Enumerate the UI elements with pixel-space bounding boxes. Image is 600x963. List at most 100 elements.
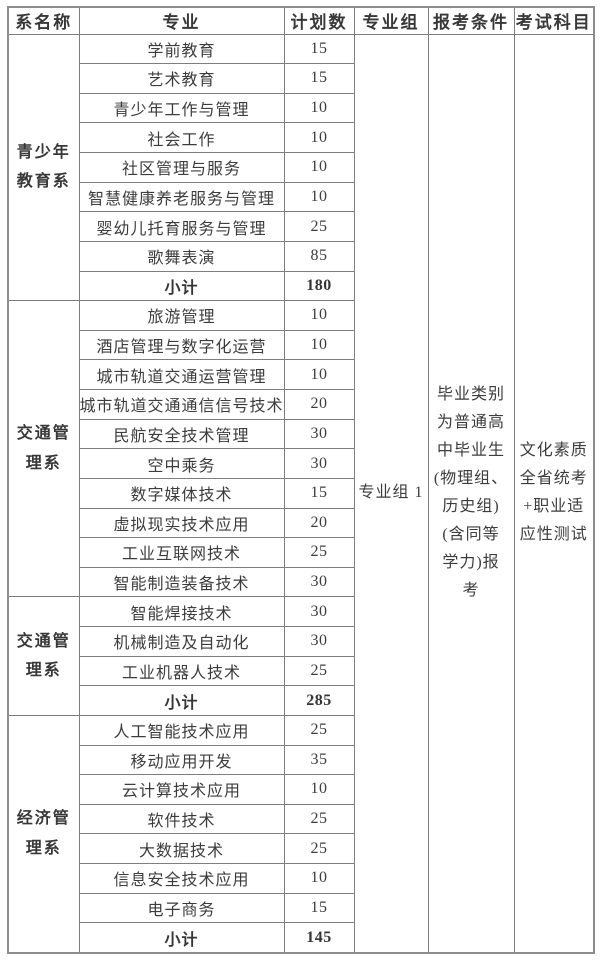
subtotal-row: 小计 180 — [8, 270, 594, 302]
plan-count-cell: 15 — [283, 477, 355, 509]
major-cell: 旅游管理 — [78, 300, 285, 331]
table-header-row: 系名称 专业 计划数 专业组 报考条件 考试科目 — [7, 6, 595, 35]
major-cell: 移动应用开发 — [78, 744, 285, 776]
admission-plan-table-container: 系名称 专业 计划数 专业组 报考条件 考试科目 青少年 教育系 学前教育 15 专业… — [7, 6, 595, 954]
major-group-cell: 专业组 1 — [353, 33, 429, 954]
exam-subjects-cell: 文化素质 全省统考 +职业适 应性测试 — [513, 33, 595, 954]
table-row: 交通管 理系 旅游管理 10 — [7, 300, 594, 598]
table-row: 酒店管理与数字化运营 10 — [8, 329, 594, 361]
application-condition-cell: 毕业类别 为普通高 中毕业生 (物理组、 历史组) (含同等 学力)报 考 — [427, 33, 515, 954]
subtotal-row: 小计 285 — [8, 685, 594, 716]
major-cell: 虚拟现实技术应用 — [78, 507, 285, 539]
plan-count-cell: 30 — [283, 418, 355, 450]
major-cell: 云计算技术应用 — [78, 774, 285, 805]
plan-count-cell: 25 — [283, 833, 355, 864]
table-row: 社区管理与服务 10 — [8, 152, 594, 183]
plan-count-cell: 10 — [283, 300, 355, 331]
major-cell: 社会工作 — [78, 122, 285, 153]
plan-count-cell: 20 — [283, 389, 355, 420]
table-row: 城市轨道交通运营管理 10 — [8, 359, 594, 390]
plan-count-cell: 10 — [283, 181, 355, 213]
major-cell: 酒店管理与数字化运营 — [78, 329, 285, 361]
table-row: 婴幼儿托育服务与管理 25 — [8, 211, 594, 242]
department-cell-3: 交通管 理系 — [7, 596, 80, 716]
plan-count-cell: 10 — [283, 122, 355, 153]
department-cell-1: 青少年 教育系 — [7, 33, 80, 302]
plan-count-cell: 15 — [283, 33, 355, 65]
major-cell: 软件技术 — [78, 803, 285, 835]
table-row: 虚拟现实技术应用 20 — [8, 507, 594, 539]
plan-count-cell: 15 — [283, 63, 355, 94]
plan-count-cell: 10 — [283, 774, 355, 805]
major-cell: 社区管理与服务 — [78, 152, 285, 183]
major-cell: 智慧健康养老服务与管理 — [78, 181, 285, 213]
plan-count-cell: 30 — [283, 566, 355, 598]
plan-count-cell: 30 — [283, 596, 355, 627]
admission-plan-table: 系名称 专业 计划数 专业组 报考条件 考试科目 青少年 教育系 学前教育 15 专业… — [7, 6, 595, 954]
major-cell: 学前教育 — [78, 33, 285, 65]
plan-count-cell: 10 — [283, 92, 355, 124]
header-major-group: 专业组 — [353, 6, 429, 35]
subtotal-row: 小计 145 — [8, 922, 594, 954]
table-row: 移动应用开发 35 — [8, 744, 594, 776]
header-application-condition: 报考条件 — [427, 6, 515, 35]
major-cell: 青少年工作与管理 — [78, 92, 285, 124]
department-cell-4: 经济管 理系 — [7, 714, 80, 954]
table-row: 信息安全技术应用 10 — [8, 863, 594, 894]
plan-count-cell: 10 — [283, 329, 355, 361]
plan-count-cell: 25 — [283, 655, 355, 687]
major-cell: 婴幼儿托育服务与管理 — [78, 211, 285, 242]
department-cell-2: 交通管 理系 — [7, 300, 80, 598]
plan-count-cell: 10 — [283, 863, 355, 894]
major-cell: 信息安全技术应用 — [78, 863, 285, 894]
major-cell: 工业机器人技术 — [78, 655, 285, 687]
table-row: 电子商务 15 — [8, 892, 594, 924]
header-department: 系名称 — [7, 6, 80, 35]
major-cell: 大数据技术 — [78, 833, 285, 864]
major-cell: 电子商务 — [78, 892, 285, 924]
major-cell: 艺术教育 — [78, 63, 285, 94]
major-cell: 机械制造及自动化 — [78, 626, 285, 657]
major-cell: 城市轨道交通运营管理 — [78, 359, 285, 390]
table-row: 艺术教育 15 — [8, 63, 594, 94]
header-exam-subjects: 考试科目 — [513, 6, 595, 35]
major-cell: 空中乘务 — [78, 448, 285, 479]
major-cell: 民航安全技术管理 — [78, 418, 285, 450]
header-plan-count: 计划数 — [283, 6, 355, 35]
subtotal-count-cell: 180 — [283, 270, 355, 302]
subtotal-count-cell: 145 — [283, 922, 355, 954]
subtotal-count-cell: 285 — [283, 685, 355, 716]
table-row: 工业互联网技术 25 — [8, 537, 594, 568]
plan-count-cell: 25 — [283, 803, 355, 835]
table-row: 大数据技术 25 — [8, 833, 594, 864]
subtotal-label-cell: 小计 — [78, 685, 285, 716]
plan-count-cell: 35 — [283, 744, 355, 776]
table-row: 软件技术 25 — [8, 803, 594, 835]
table-row: 云计算技术应用 10 — [8, 774, 594, 805]
plan-count-cell: 10 — [283, 152, 355, 183]
table-row: 智慧健康养老服务与管理 10 — [8, 181, 594, 213]
major-cell: 数字媒体技术 — [78, 477, 285, 509]
plan-count-cell: 85 — [283, 240, 355, 272]
table-body: 青少年 教育系 学前教育 15 专业组 1 毕业类别 为普通高 中毕业生 (物理组、 历… — [7, 33, 595, 954]
plan-count-cell: 30 — [283, 626, 355, 657]
plan-count-cell: 10 — [283, 359, 355, 390]
table-row: 智能制造装备技术 30 — [8, 566, 594, 598]
header-major: 专业 — [78, 6, 285, 35]
major-cell: 城市轨道交通通信信号技术 — [78, 389, 285, 420]
plan-count-cell: 25 — [283, 537, 355, 568]
plan-count-cell: 25 — [283, 211, 355, 242]
plan-count-cell: 30 — [283, 448, 355, 479]
table-row: 城市轨道交通通信信号技术 20 — [8, 389, 594, 420]
table-row: 数字媒体技术 15 — [8, 477, 594, 509]
subtotal-label-cell: 小计 — [78, 922, 285, 954]
subtotal-label-cell: 小计 — [78, 270, 285, 302]
table-row: 社会工作 10 — [8, 122, 594, 153]
table-row: 青少年 教育系 学前教育 15 专业组 1 毕业类别 为普通高 中毕业生 (物理组、 历… — [7, 33, 595, 954]
table-row: 歌舞表演 85 — [8, 240, 594, 272]
plan-count-cell: 15 — [283, 892, 355, 924]
major-cell: 人工智能技术应用 — [78, 714, 285, 746]
major-cell: 智能焊接技术 — [78, 596, 285, 627]
major-cell: 智能制造装备技术 — [78, 566, 285, 598]
plan-count-cell: 20 — [283, 507, 355, 539]
